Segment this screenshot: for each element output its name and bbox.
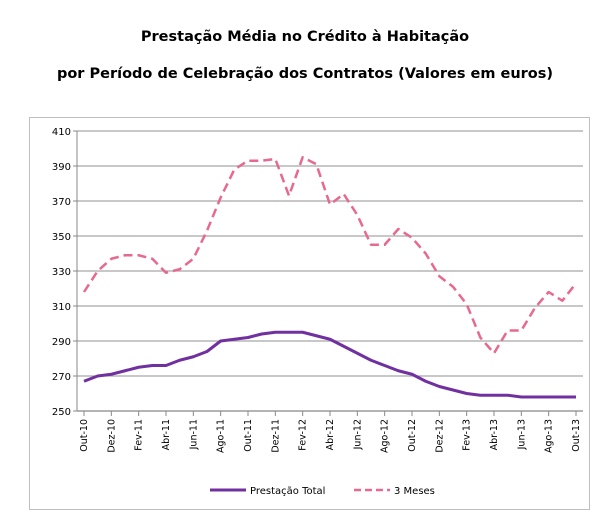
- chart-title: Prestação Média no Crédito à Habitação: [140, 29, 470, 45]
- x-tick-label: Out-12: [407, 419, 418, 452]
- y-tick-label: 270: [52, 372, 71, 383]
- x-tick-label: Fev-13: [462, 419, 473, 451]
- y-tick-label: 290: [52, 337, 71, 348]
- y-tick-label: 250: [52, 407, 71, 418]
- x-tick-label: Jun-12: [352, 419, 363, 450]
- x-tick-label: Abr-12: [325, 419, 336, 450]
- chart-subtitle: por Período de Celebração dos Contratos …: [56, 66, 554, 82]
- x-tick-label: Abr-13: [489, 419, 500, 450]
- x-tick-label: Fev-12: [298, 419, 309, 451]
- y-tick-label: 410: [52, 127, 71, 138]
- x-tick-label: Out-11: [243, 419, 254, 452]
- series-line: [82, 156, 577, 355]
- y-tick-label: 330: [52, 267, 71, 278]
- x-tick-label: Jun-11: [188, 419, 199, 450]
- series-line: [83, 330, 576, 399]
- x-tick-label: Out-13: [571, 419, 582, 452]
- y-tick-label: 390: [52, 162, 71, 173]
- x-tick-label: Out-10: [79, 419, 90, 452]
- y-tick-label: 370: [52, 197, 71, 208]
- y-tick-label: 310: [52, 302, 71, 313]
- x-tick-label: Ago-13: [544, 419, 555, 453]
- x-tick-label: Ago-12: [380, 419, 391, 453]
- x-tick-label: Fev-11: [134, 419, 145, 451]
- x-tick-label: Ago-11: [216, 419, 227, 453]
- y-tick-label: 350: [52, 232, 71, 243]
- x-tick-label: Dez-10: [106, 419, 117, 453]
- chart-frame: [29, 117, 590, 510]
- legend-label: Prestação Total: [250, 486, 325, 497]
- x-tick-label: Dez-11: [270, 419, 281, 453]
- x-tick-label: Abr-11: [161, 419, 172, 450]
- x-tick-label: Dez-12: [434, 419, 445, 453]
- x-tick-label: Jun-13: [516, 419, 527, 450]
- legend-label: 3 Meses: [394, 486, 435, 497]
